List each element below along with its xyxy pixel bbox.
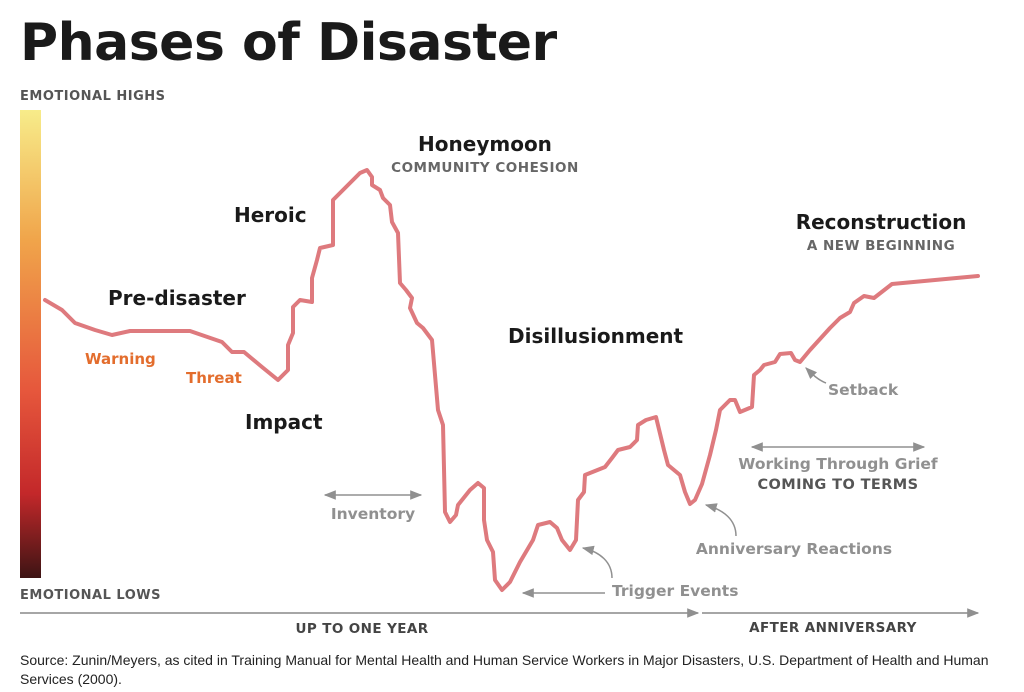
timeline-label-after-anniversary: AFTER ANNIVERSARY xyxy=(749,620,917,636)
page-title: Phases of Disaster xyxy=(20,13,557,73)
setback-pointer xyxy=(805,367,827,384)
annotation-trigger-events: Trigger Events xyxy=(612,582,738,600)
emotional-curve xyxy=(43,168,980,592)
phase-pre-disaster: Pre-disaster xyxy=(108,286,246,310)
annotation-coming-to-terms: COMING TO TERMS xyxy=(758,477,919,493)
annotation-working-through-grief: Working Through Grief xyxy=(738,455,938,473)
phase-heroic: Heroic xyxy=(234,203,307,227)
annotation-anniversary-reactions: Anniversary Reactions xyxy=(696,540,892,558)
trigger-events-pointer xyxy=(581,545,613,579)
emotional-scale-bar xyxy=(20,110,41,578)
phase-threat: Threat xyxy=(186,369,242,387)
emotional-highs-label: EMOTIONAL HIGHS xyxy=(20,89,166,104)
phase-disillusionment: Disillusionment xyxy=(508,324,684,348)
annotation-inventory: Inventory xyxy=(331,505,415,523)
phase-reconstruction-subtitle: A NEW BEGINNING xyxy=(807,238,955,254)
phase-reconstruction: Reconstruction xyxy=(796,210,967,234)
timeline-label-up-to-one-year: UP TO ONE YEAR xyxy=(295,621,428,637)
phase-honeymoon: Honeymoon xyxy=(418,132,552,156)
emotional-lows-label: EMOTIONAL LOWS xyxy=(20,588,161,603)
phase-impact: Impact xyxy=(245,410,323,434)
source-citation: Source: Zunin/Meyers, as cited in Traini… xyxy=(20,652,989,687)
phase-honeymoon-subtitle: COMMUNITY COHESION xyxy=(391,160,579,176)
phase-warning: Warning xyxy=(85,350,156,368)
annotation-setback: Setback xyxy=(828,381,899,399)
anniversary-reactions-pointer xyxy=(704,503,737,537)
